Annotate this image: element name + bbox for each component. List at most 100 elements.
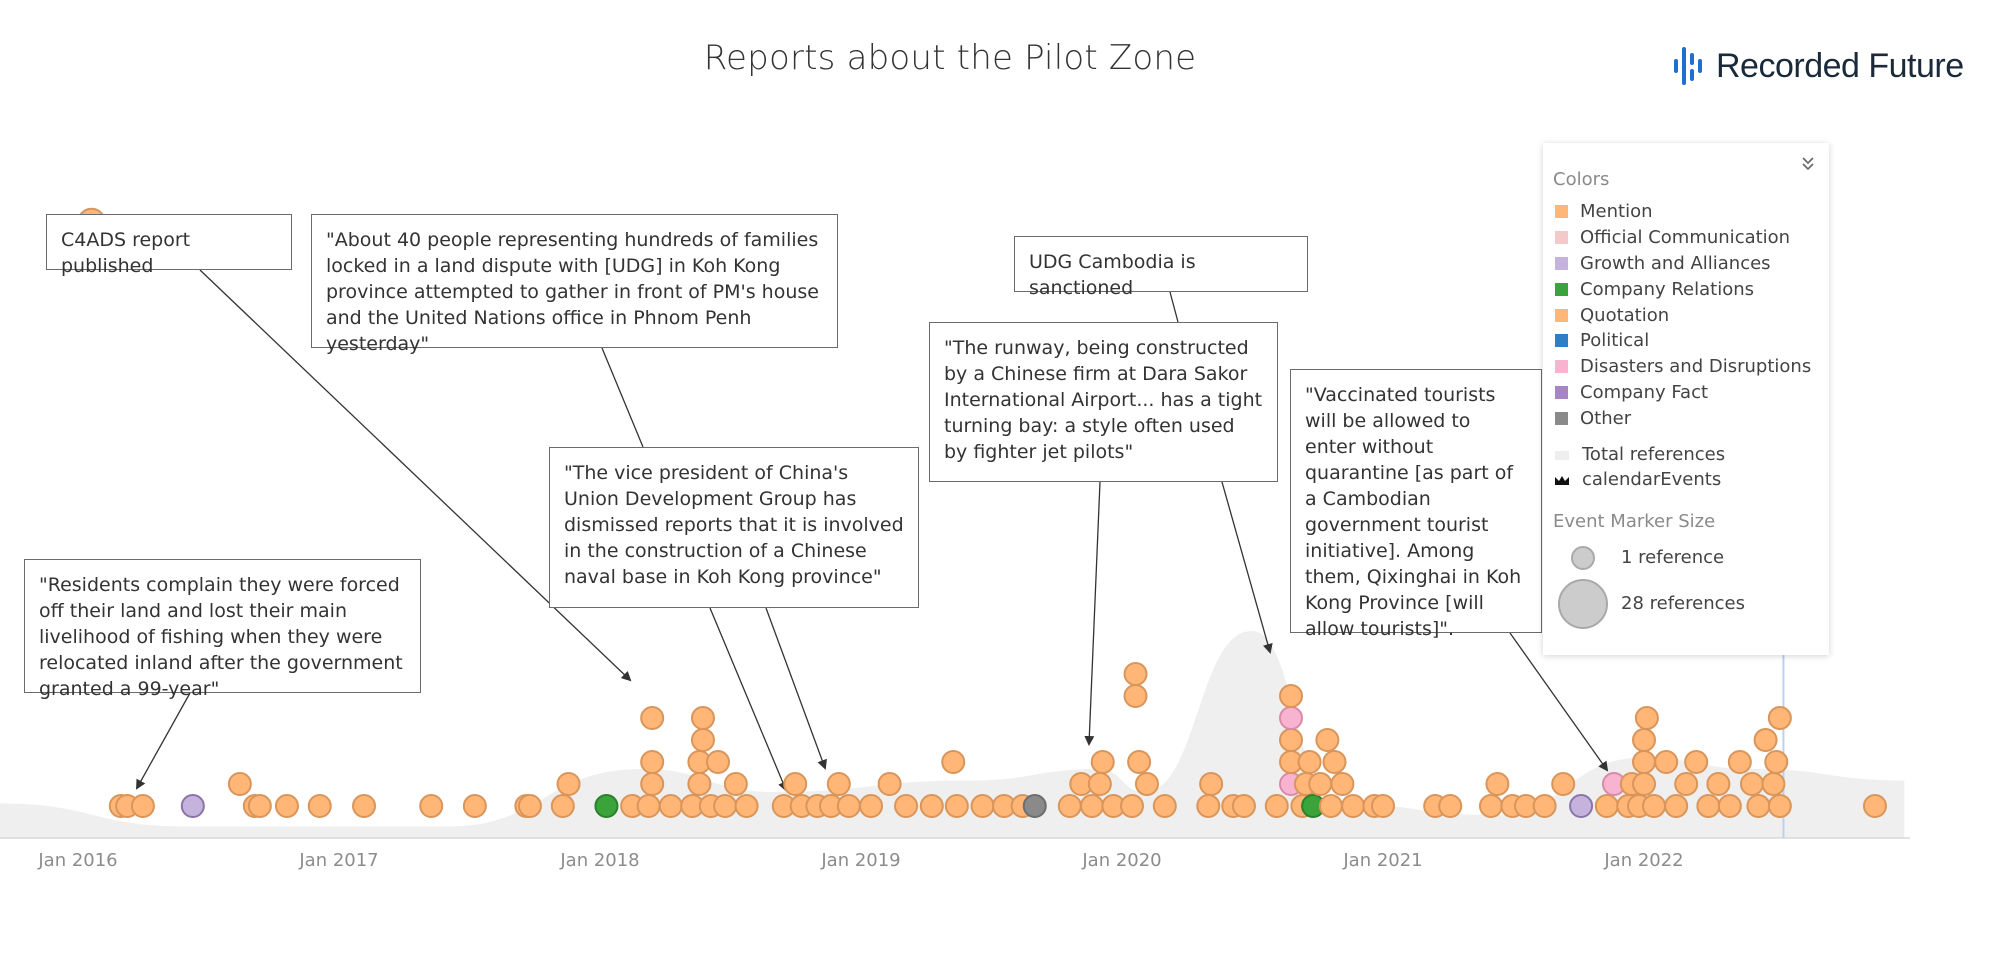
legend-item-mention[interactable]: Mention <box>1553 199 1819 225</box>
event-marker[interactable] <box>274 794 299 818</box>
event-marker[interactable] <box>713 794 738 818</box>
event-marker[interactable] <box>1127 750 1152 774</box>
event-marker[interactable] <box>247 794 272 818</box>
legend-series-total-references[interactable]: Total references <box>1553 441 1819 467</box>
event-marker[interactable] <box>1706 772 1731 796</box>
legend-item-other[interactable]: Other <box>1553 405 1819 431</box>
event-marker[interactable] <box>180 794 205 818</box>
event-marker[interactable] <box>1279 728 1304 752</box>
event-marker[interactable] <box>919 794 944 818</box>
event-marker[interactable] <box>1057 794 1082 818</box>
event-marker[interactable] <box>1684 750 1709 774</box>
event-marker[interactable] <box>1569 794 1594 818</box>
event-marker[interactable] <box>1022 794 1047 818</box>
event-marker[interactable] <box>1717 794 1742 818</box>
legend-item-official-communication[interactable]: Official Communication <box>1553 225 1819 251</box>
event-marker[interactable] <box>1746 794 1771 818</box>
event-marker[interactable] <box>307 794 332 818</box>
event-marker[interactable] <box>1119 794 1144 818</box>
event-marker[interactable] <box>1279 706 1304 730</box>
event-marker[interactable] <box>1478 794 1503 818</box>
legend-item-quotation[interactable]: Quotation <box>1553 302 1819 328</box>
event-marker[interactable] <box>690 728 715 752</box>
event-marker[interactable] <box>1532 794 1557 818</box>
event-marker[interactable] <box>1696 794 1721 818</box>
event-marker[interactable] <box>658 794 683 818</box>
legend-item-political[interactable]: Political <box>1553 328 1819 354</box>
event-marker[interactable] <box>462 794 487 818</box>
event-marker[interactable] <box>783 772 808 796</box>
event-marker[interactable] <box>352 794 377 818</box>
event-marker[interactable] <box>1551 772 1576 796</box>
event-marker[interactable] <box>1632 728 1656 752</box>
event-marker[interactable] <box>1767 706 1792 730</box>
event-marker[interactable] <box>517 794 542 818</box>
event-marker[interactable] <box>1079 794 1104 818</box>
event-marker[interactable] <box>1654 750 1679 774</box>
legend-item-growth-and-alliances[interactable]: Growth and Alliances <box>1553 251 1819 277</box>
event-marker[interactable] <box>1322 750 1347 774</box>
event-marker[interactable] <box>1438 794 1463 818</box>
event-marker[interactable] <box>130 794 155 818</box>
event-marker[interactable] <box>640 772 665 796</box>
event-marker[interactable] <box>1761 772 1786 796</box>
event-marker[interactable] <box>550 794 575 818</box>
event-marker[interactable] <box>640 750 665 774</box>
event-marker[interactable] <box>1152 794 1177 818</box>
event-marker[interactable] <box>1318 794 1343 818</box>
event-marker[interactable] <box>636 794 661 818</box>
event-marker[interactable] <box>1674 772 1699 796</box>
event-marker[interactable] <box>1753 728 1778 752</box>
event-marker[interactable] <box>1739 772 1764 796</box>
event-marker[interactable] <box>556 772 581 796</box>
event-marker[interactable] <box>941 750 966 774</box>
event-marker[interactable] <box>690 706 715 730</box>
event-marker[interactable] <box>1594 794 1619 818</box>
event-marker[interactable] <box>1134 772 1159 796</box>
event-marker[interactable] <box>640 706 665 730</box>
event-marker[interactable] <box>944 794 969 818</box>
event-marker[interactable] <box>1632 772 1656 796</box>
legend-item-disasters-and-disruptions[interactable]: Disasters and Disruptions <box>1553 354 1819 380</box>
event-marker[interactable] <box>1632 750 1656 774</box>
event-marker[interactable] <box>877 772 902 796</box>
event-marker[interactable] <box>1371 794 1395 818</box>
event-marker[interactable] <box>1264 794 1289 818</box>
event-marker[interactable] <box>1196 794 1221 818</box>
event-marker[interactable] <box>826 772 851 796</box>
event-marker[interactable] <box>1767 794 1792 818</box>
double-chevron-down-icon[interactable] <box>1799 155 1817 173</box>
legend-series-calendarevents[interactable]: calendarEvents <box>1553 467 1819 493</box>
event-marker[interactable] <box>1764 750 1789 774</box>
event-marker[interactable] <box>859 794 884 818</box>
event-marker[interactable] <box>723 772 748 796</box>
event-marker[interactable] <box>1330 772 1355 796</box>
event-marker[interactable] <box>1727 750 1752 774</box>
event-marker[interactable] <box>705 750 730 774</box>
event-marker[interactable] <box>1199 772 1224 796</box>
event-marker[interactable] <box>894 794 919 818</box>
event-marker[interactable] <box>1634 706 1659 730</box>
event-marker[interactable] <box>1123 684 1148 708</box>
event-marker[interactable] <box>1087 772 1112 796</box>
event-marker[interactable] <box>1485 772 1510 796</box>
event-marker[interactable] <box>1642 794 1667 818</box>
event-marker[interactable] <box>1315 728 1340 752</box>
event-marker[interactable] <box>1123 662 1148 686</box>
event-marker[interactable] <box>1279 684 1304 708</box>
event-marker[interactable] <box>687 772 712 796</box>
event-marker[interactable] <box>419 794 444 818</box>
event-marker[interactable] <box>836 794 861 818</box>
event-marker[interactable] <box>970 794 995 818</box>
event-marker[interactable] <box>1090 750 1115 774</box>
event-marker[interactable] <box>1231 794 1256 818</box>
event-marker[interactable] <box>1341 794 1366 818</box>
event-marker[interactable] <box>594 794 619 818</box>
event-marker[interactable] <box>1664 794 1689 818</box>
event-marker[interactable] <box>1297 750 1322 774</box>
legend-item-company-relations[interactable]: Company Relations <box>1553 276 1819 302</box>
legend-item-company-fact[interactable]: Company Fact <box>1553 380 1819 406</box>
event-marker[interactable] <box>227 772 252 796</box>
event-marker[interactable] <box>1308 772 1333 796</box>
event-marker[interactable] <box>1862 794 1887 818</box>
